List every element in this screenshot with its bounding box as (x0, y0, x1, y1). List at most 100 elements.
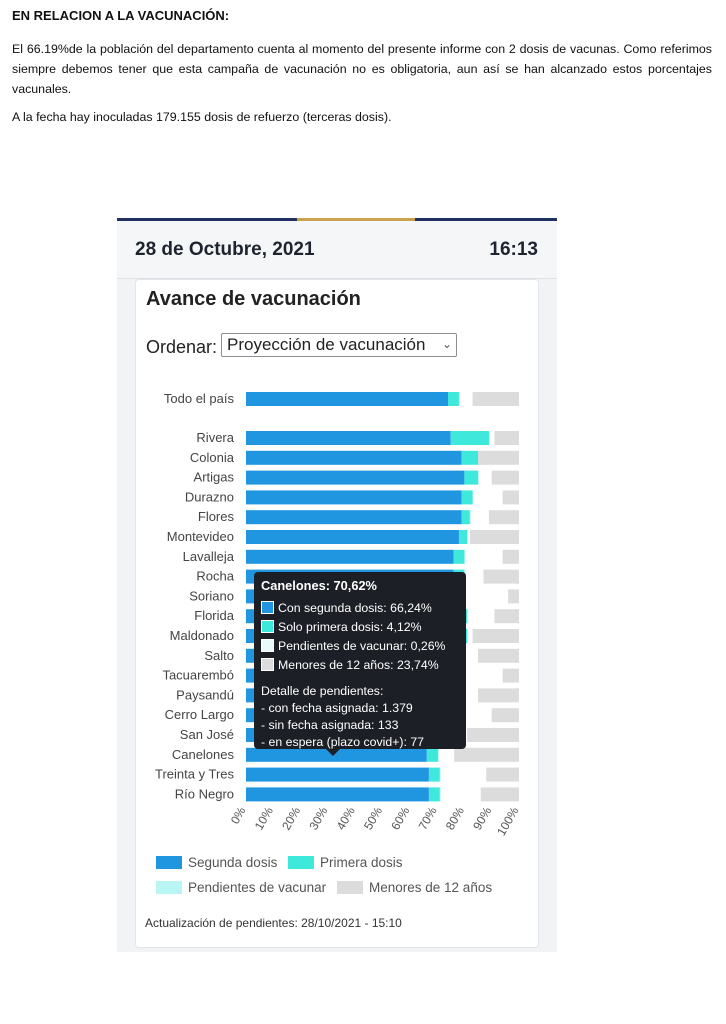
top-bar-accent (297, 218, 415, 221)
bar-segment-menores[interactable] (472, 392, 519, 406)
bar-segment-menores[interactable] (483, 569, 519, 584)
bar-segment-primera[interactable] (450, 431, 489, 445)
tooltip-title: Canelones: 70,62% (261, 578, 377, 593)
bar-segment-menores[interactable] (478, 450, 519, 465)
x-tick-label: 30% (306, 804, 330, 832)
bar-segment-pendientes[interactable] (472, 490, 474, 505)
tooltip-swatch-pendientes (261, 639, 274, 652)
bar-segment-segunda[interactable] (246, 549, 454, 564)
tooltip-row-label: Solo primera dosis: 4,12% (278, 619, 422, 634)
bar-segment-primera[interactable] (448, 392, 459, 406)
category-label: Maldonado (170, 628, 234, 643)
bar-segment-pendientes[interactable] (478, 470, 479, 485)
x-tick-label: 100% (494, 804, 522, 838)
vaccination-app-screenshot: 28 de Octubre, 2021 16:13 Avance de vacu… (117, 218, 557, 952)
bar-segment-menores[interactable] (472, 629, 519, 643)
document-heading: EN RELACION A LA VACUNACIÓN: (12, 8, 230, 23)
bar-segment-primera[interactable] (428, 787, 440, 802)
header-time: 16:13 (489, 239, 538, 260)
legend-item-menores[interactable]: Menores de 12 años (337, 880, 492, 895)
bar-segment-menores[interactable] (486, 767, 519, 782)
category-label: Rocha (196, 569, 234, 584)
bar-segment-segunda[interactable] (246, 787, 429, 802)
bar-segment-menores[interactable] (454, 747, 519, 762)
category-label: Río Negro (175, 786, 234, 801)
bar-segment-pendientes[interactable] (438, 747, 439, 762)
bar-segment-segunda[interactable] (246, 490, 462, 505)
bar-segment-menores[interactable] (480, 787, 519, 802)
category-label: Montevideo (167, 529, 234, 544)
tooltip-row-segunda: Con segunda dosis: 66,24% (261, 598, 459, 617)
category-label: San José (180, 727, 234, 742)
bar-segment-menores[interactable] (467, 728, 519, 742)
bar-segment-menores[interactable] (491, 470, 519, 485)
legend-item-segunda[interactable]: Segunda dosis (156, 855, 277, 870)
chart-tooltip: Canelones: 70,62% Con segunda dosis: 66,… (254, 572, 466, 749)
bar-segment-menores[interactable] (478, 688, 519, 703)
bar-segment-pendientes[interactable] (439, 787, 441, 802)
sort-label: Ordenar: (146, 337, 218, 357)
category-label: Todo el país (164, 391, 235, 406)
pending-update-note: Actualización de pendientes: 28/10/2021 … (145, 916, 402, 930)
x-tick-label: 70% (416, 804, 440, 832)
bar-segment-pendientes[interactable] (458, 392, 460, 406)
legend-swatch (337, 881, 363, 894)
bar-segment-menores[interactable] (494, 431, 519, 445)
tooltip-row-label: Con segunda dosis: 66,24% (278, 600, 432, 615)
category-label: Canelones (172, 747, 235, 762)
bar-segment-segunda[interactable] (246, 530, 459, 544)
bar-segment-primera[interactable] (461, 450, 481, 465)
sort-select[interactable]: Proyección de vacunación ⌄ (221, 333, 457, 357)
bar-segment-primera[interactable] (426, 747, 439, 762)
category-label: Treinta y Tres (155, 767, 234, 782)
bar-segment-primera[interactable] (461, 510, 470, 525)
bar-segment-menores[interactable] (502, 668, 519, 683)
bar-segment-menores[interactable] (491, 708, 519, 723)
legend-label: Pendientes de vacunar (188, 880, 327, 895)
app-header: 28 de Octubre, 2021 16:13 (117, 221, 557, 279)
bar-segment-primera[interactable] (464, 470, 479, 485)
bar-segment-pendientes[interactable] (467, 629, 468, 643)
category-label: Cerro Largo (165, 707, 234, 722)
tooltip-detail-item: - sin fecha asignada: 133 (261, 718, 399, 732)
bar-segment-menores[interactable] (502, 549, 519, 564)
bar-segment-menores[interactable] (469, 530, 519, 544)
bar-segment-pendientes[interactable] (464, 549, 466, 564)
legend-label: Segunda dosis (188, 855, 278, 870)
bar-segment-segunda[interactable] (246, 470, 465, 485)
bar-segment-segunda[interactable] (246, 392, 449, 406)
bar-segment-segunda[interactable] (246, 431, 451, 445)
paragraph-vaccination-percentage: El 66.19%de la población del departament… (12, 42, 712, 96)
bar-segment-pendientes[interactable] (467, 609, 468, 624)
bar-segment-segunda[interactable] (246, 450, 462, 465)
legend-label: Primera dosis (320, 855, 403, 870)
category-label: Soriano (189, 588, 234, 603)
bar-segment-pendientes[interactable] (469, 510, 471, 525)
bar-segment-pendientes[interactable] (467, 530, 468, 544)
bar-segment-primera[interactable] (428, 767, 440, 782)
tooltip-detail-item: - en espera (plazo covid+): 77 (261, 735, 425, 749)
bar-segment-pendientes[interactable] (439, 767, 441, 782)
bar-segment-primera[interactable] (461, 490, 473, 505)
bar-segment-menores[interactable] (502, 490, 519, 505)
bar-segment-menores[interactable] (488, 510, 519, 525)
legend-item-pendientes[interactable]: Pendientes de vacunar (156, 880, 326, 895)
category-label: Paysandú (176, 687, 234, 702)
legend-item-primera[interactable]: Primera dosis (288, 855, 403, 870)
category-label: Rivera (196, 430, 234, 445)
bar-segment-primera[interactable] (458, 530, 468, 544)
chevron-down-icon: ⌄ (441, 337, 452, 351)
tooltip-row-label: Pendientes de vacunar: 0,26% (278, 638, 446, 653)
bar-segment-menores[interactable] (494, 609, 519, 624)
bar-segment-menores[interactable] (478, 648, 519, 663)
bar-segment-segunda[interactable] (246, 767, 429, 782)
document-text: EN RELACION A LA VACUNACIÓN: El 66.19%de… (12, 8, 712, 135)
bar-segment-segunda[interactable] (246, 510, 462, 525)
x-tick-label: 0% (228, 804, 249, 826)
x-tick-label: 40% (334, 804, 358, 832)
legend-swatch (156, 856, 182, 869)
legend-label: Menores de 12 años (369, 880, 493, 895)
bar-segment-primera[interactable] (453, 549, 465, 564)
bar-segment-pendientes[interactable] (488, 431, 490, 445)
bar-segment-menores[interactable] (508, 589, 519, 604)
